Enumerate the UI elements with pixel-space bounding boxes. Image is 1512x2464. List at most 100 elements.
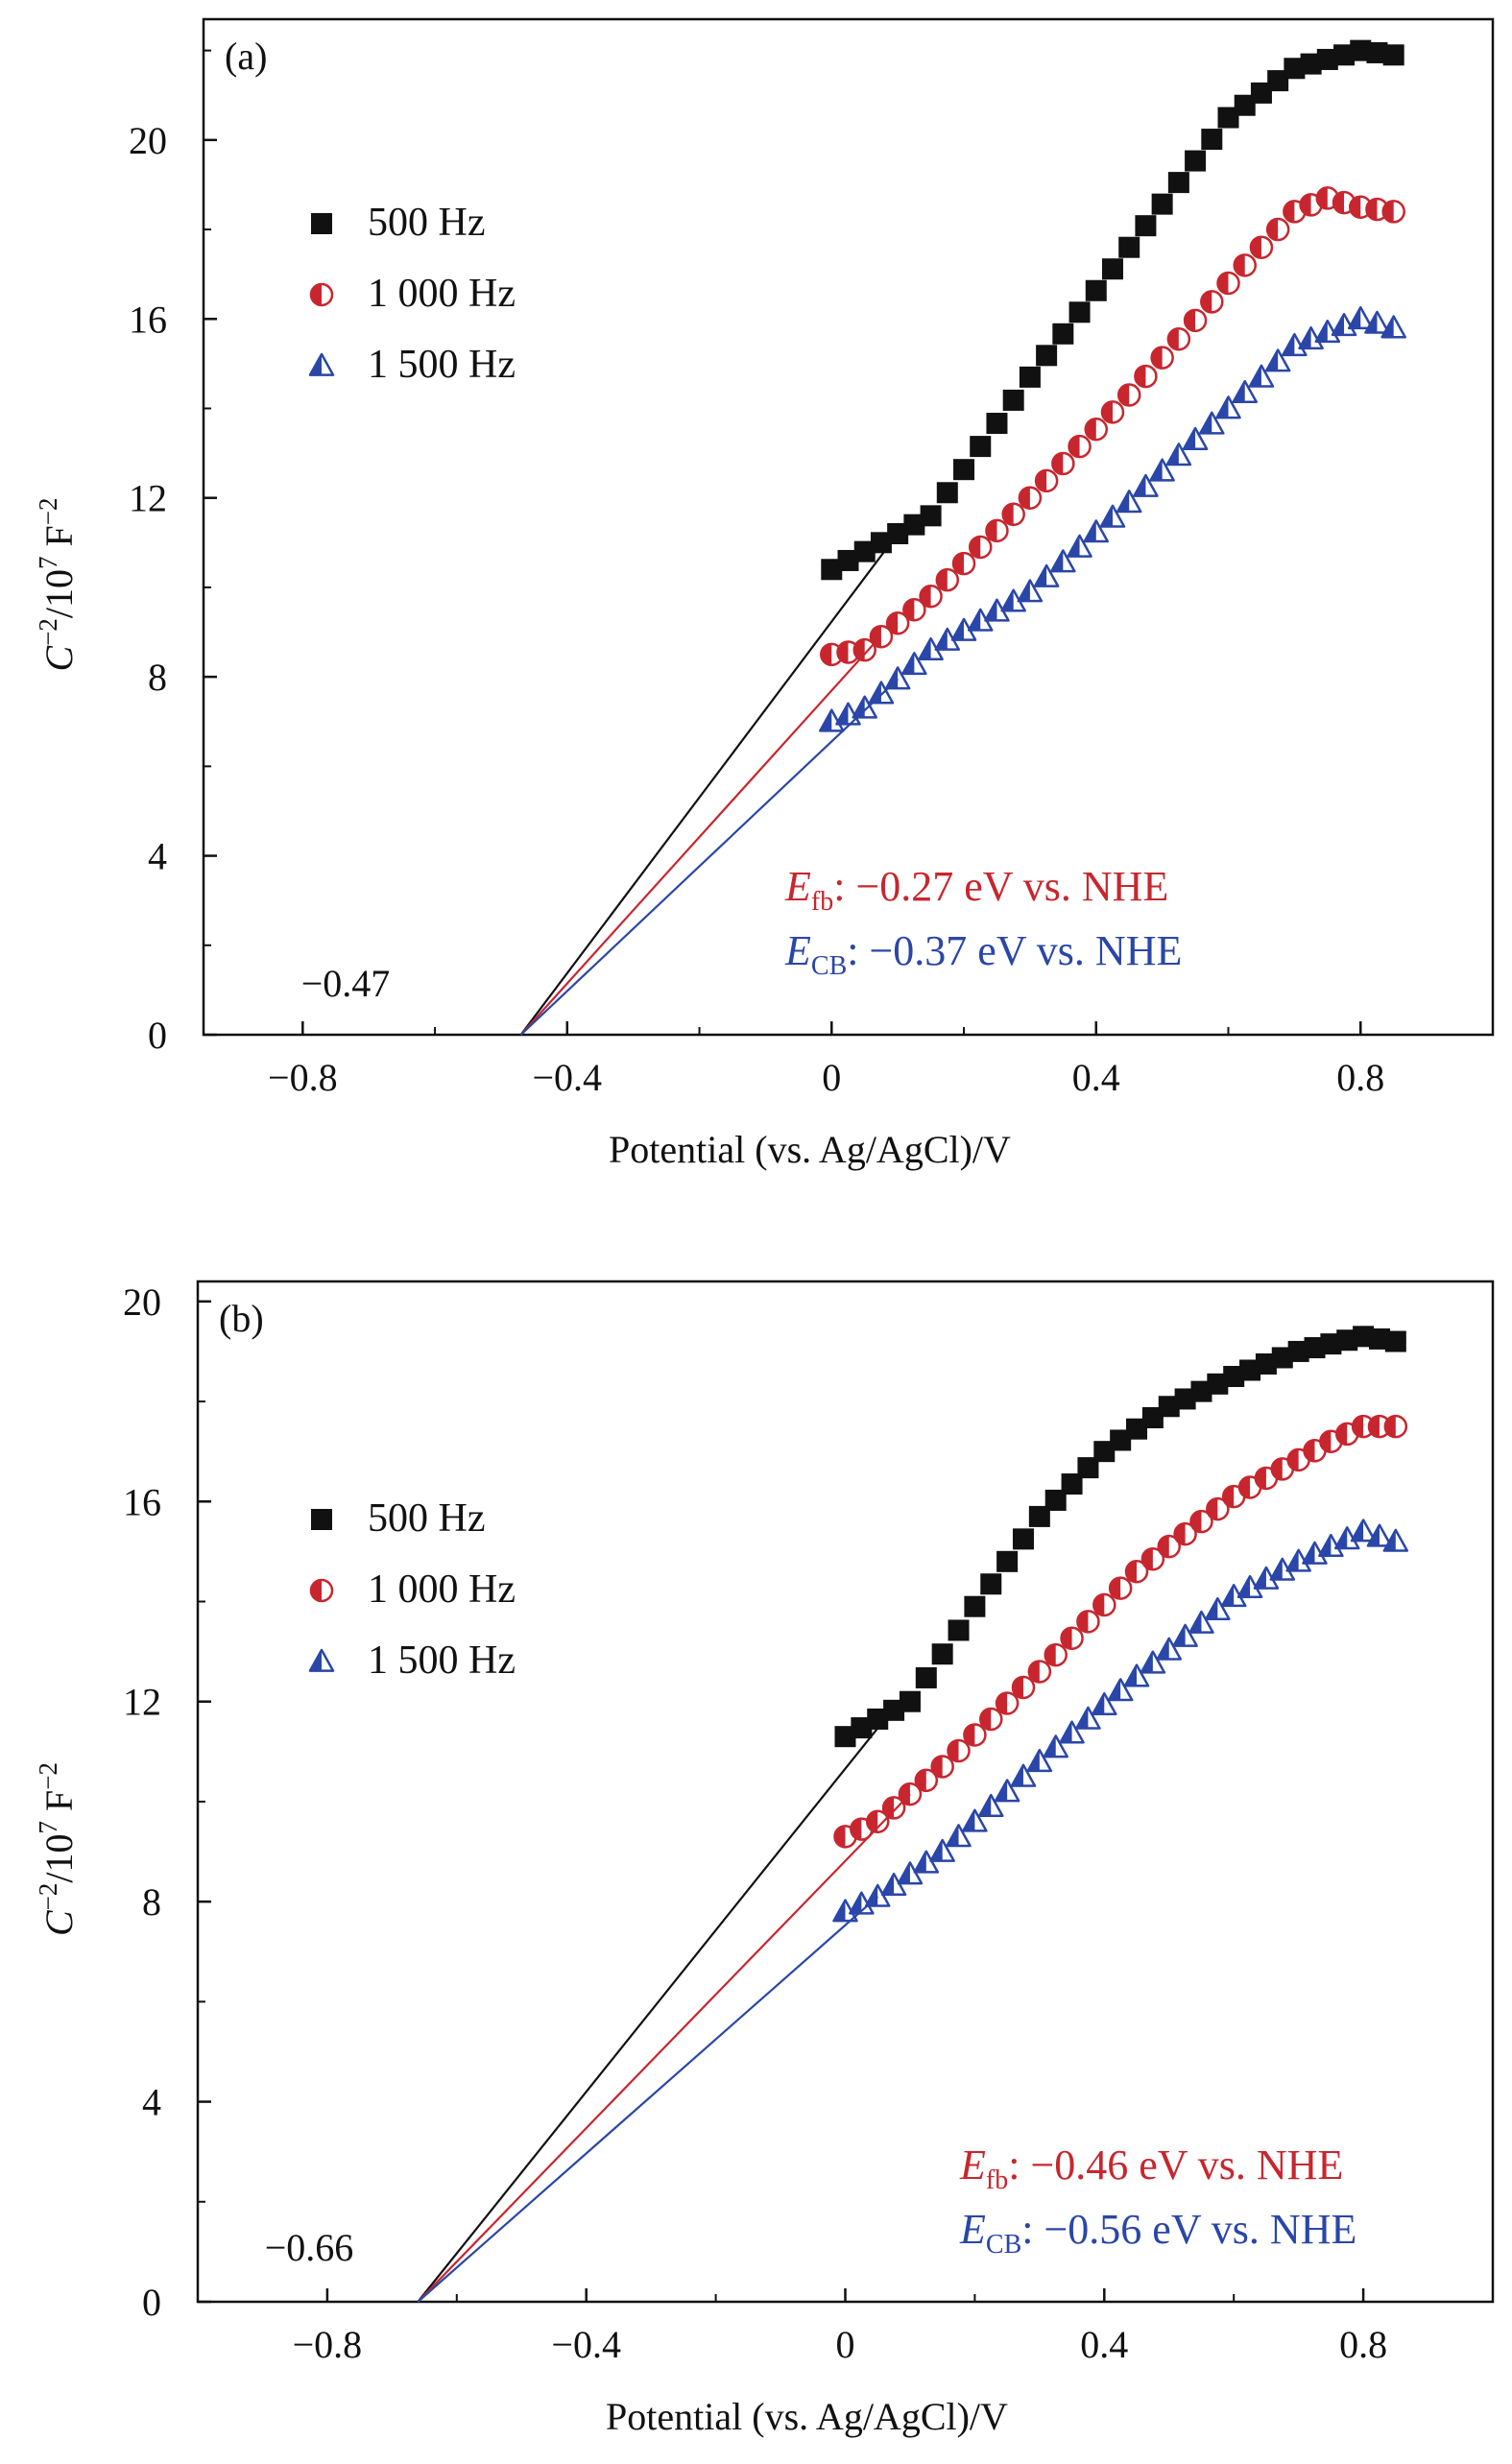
data-point: [837, 549, 859, 571]
data-point: [931, 1643, 953, 1665]
legend-marker: [309, 1578, 334, 1603]
data-point: [1026, 1748, 1053, 1773]
fit-line: [417, 1710, 892, 2303]
data-point: [953, 459, 975, 481]
data-point: [1284, 58, 1306, 80]
y-tick-label: 12: [129, 477, 167, 520]
data-point: [1165, 443, 1192, 466]
data-point: [901, 652, 927, 676]
y-tick-label: 16: [123, 1480, 161, 1523]
data-point: [1300, 53, 1322, 75]
data-point: [1092, 1592, 1116, 1617]
panel-label: (b): [219, 1297, 264, 1340]
data-point: [1077, 1457, 1099, 1479]
y-axis-title-part: −2: [34, 618, 62, 646]
data-point: [986, 413, 1008, 435]
data-point: [1368, 1328, 1390, 1350]
data-point: [947, 1738, 971, 1763]
annotation-var: E: [784, 927, 811, 974]
data-point: [1201, 129, 1223, 151]
data-point: [1250, 82, 1272, 104]
annotation-ecb: ECB: −0.37 eV vs. NHE: [784, 927, 1182, 981]
data-point: [1011, 1675, 1036, 1700]
x-tick-label: −0.4: [551, 2323, 621, 2366]
data-point: [1116, 490, 1142, 514]
data-point: [914, 1768, 939, 1793]
data-point: [1067, 534, 1092, 558]
data-point: [1265, 217, 1290, 242]
data-point: [1304, 1337, 1326, 1359]
y-axis-title-part: /10: [37, 569, 81, 618]
annotation-sub: fb: [986, 2165, 1008, 2195]
data-point: [1217, 107, 1239, 129]
data-point: [1060, 1626, 1084, 1650]
data-point: [903, 514, 925, 536]
legend-label: 500 Hz: [368, 1496, 485, 1541]
y-axis-title-part: C: [37, 645, 81, 672]
x-tick-label: 0: [822, 1056, 841, 1099]
data-point: [1028, 1505, 1050, 1527]
data-point: [852, 637, 876, 662]
data-point: [1384, 1330, 1406, 1352]
x-tick-label: 0.4: [1080, 2323, 1128, 2366]
data-point: [821, 559, 843, 581]
data-point: [1267, 70, 1289, 92]
data-point: [919, 584, 943, 609]
data-point: [970, 436, 992, 458]
legend-marker: [308, 352, 335, 376]
data-point: [1123, 1663, 1150, 1687]
data-point: [869, 624, 894, 649]
data-point: [1141, 1406, 1164, 1428]
data-point: [885, 610, 910, 635]
fit-line: [417, 1896, 878, 2303]
annotation-text: : −0.46 eV vs. NHE: [1008, 2141, 1343, 2189]
annotation-efb: Efb: −0.46 eV vs. NHE: [959, 2141, 1343, 2195]
data-point: [1093, 1441, 1116, 1463]
data-point: [980, 1573, 1002, 1595]
data-point: [1207, 1373, 1229, 1395]
y-axis-title-part: /10: [37, 1833, 81, 1882]
data-point: [1076, 1610, 1100, 1634]
x-intercept-label: −0.47: [301, 962, 391, 1005]
data-point: [1044, 1642, 1068, 1667]
data-point: [1043, 1734, 1068, 1758]
data-point: [867, 1708, 889, 1730]
data-point: [1366, 41, 1388, 63]
data-point: [1075, 1706, 1101, 1730]
data-point: [1149, 458, 1175, 482]
legend-label: 1 000 Hz: [368, 272, 516, 316]
data-point: [1099, 504, 1126, 528]
annotation-sub: fb: [811, 887, 833, 917]
data-point: [951, 551, 976, 576]
y-axis-title-part: −2: [34, 497, 62, 525]
data-point: [898, 1782, 923, 1806]
fit-line: [417, 1793, 911, 2303]
data-point: [1134, 364, 1158, 389]
data-point: [1084, 417, 1109, 442]
data-point: [902, 597, 926, 622]
data-point: [1350, 39, 1372, 61]
data-point: [1353, 1326, 1375, 1348]
data-point: [1185, 150, 1207, 172]
data-point: [853, 540, 876, 562]
annotation-text: : −0.56 eV vs. NHE: [1021, 2206, 1356, 2253]
y-tick-label: 12: [123, 1681, 161, 1724]
data-point: [1027, 1660, 1052, 1684]
data-point: [1206, 1496, 1230, 1521]
data-point: [979, 1707, 1003, 1732]
x-tick-label: −0.4: [533, 1056, 603, 1099]
data-point: [865, 1809, 890, 1834]
data-point: [1158, 1396, 1180, 1418]
data-point: [1264, 348, 1291, 372]
data-point: [1116, 383, 1141, 407]
data-point: [1380, 315, 1406, 339]
data-point: [1173, 1521, 1197, 1546]
data-point: [1010, 1763, 1037, 1787]
y-tick-label: 16: [129, 298, 167, 341]
data-point: [1034, 468, 1059, 493]
data-point: [1036, 345, 1058, 367]
data-point: [936, 482, 958, 504]
data-point: [1382, 44, 1404, 66]
x-tick-label: 0.8: [1339, 2323, 1387, 2366]
data-point: [1085, 279, 1107, 301]
